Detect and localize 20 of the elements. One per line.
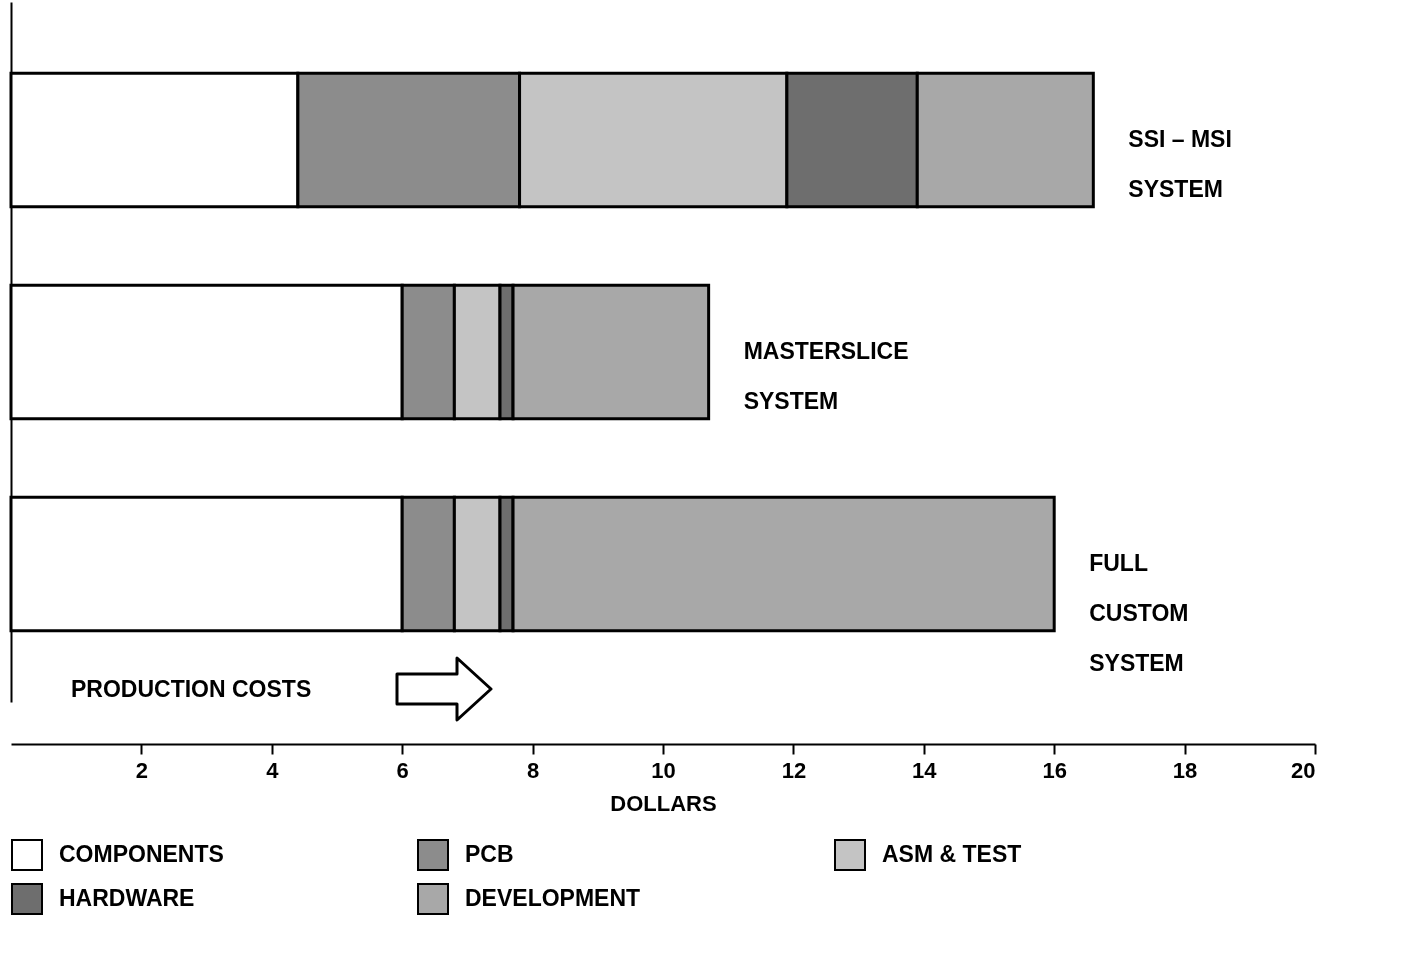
x-tick-label: 12	[781, 757, 807, 783]
x-tick-label: 2	[135, 757, 149, 783]
x-axis-title: DOLLARS	[610, 790, 717, 816]
annotation: PRODUCTION COSTS	[71, 676, 312, 702]
legend-label: PCB	[465, 841, 514, 867]
x-tick-label: 14	[912, 757, 938, 783]
legend-label: DEVELOPMENT	[465, 885, 641, 911]
legend-label: ASM & TEST	[882, 841, 1022, 867]
x-tick-label: 4	[266, 757, 280, 783]
x-tick-label: 16	[1042, 757, 1067, 783]
x-tick-label: 6	[396, 757, 409, 783]
y-tick-label: FULL CUSTOM SYSTEM	[1089, 549, 1189, 676]
x-tick-label: 10	[651, 757, 676, 783]
y-tick-label: SSI – MSI SYSTEM	[1128, 126, 1232, 203]
x-tick-label: 20	[1291, 757, 1316, 783]
x-tick-label: 8	[526, 757, 540, 783]
legend-label: HARDWARE	[59, 885, 195, 911]
y-tick-label: MASTERSLICE SYSTEM	[743, 338, 909, 414]
legend-label: COMPONENTS	[59, 841, 224, 867]
x-tick-label: 18	[1172, 757, 1198, 783]
